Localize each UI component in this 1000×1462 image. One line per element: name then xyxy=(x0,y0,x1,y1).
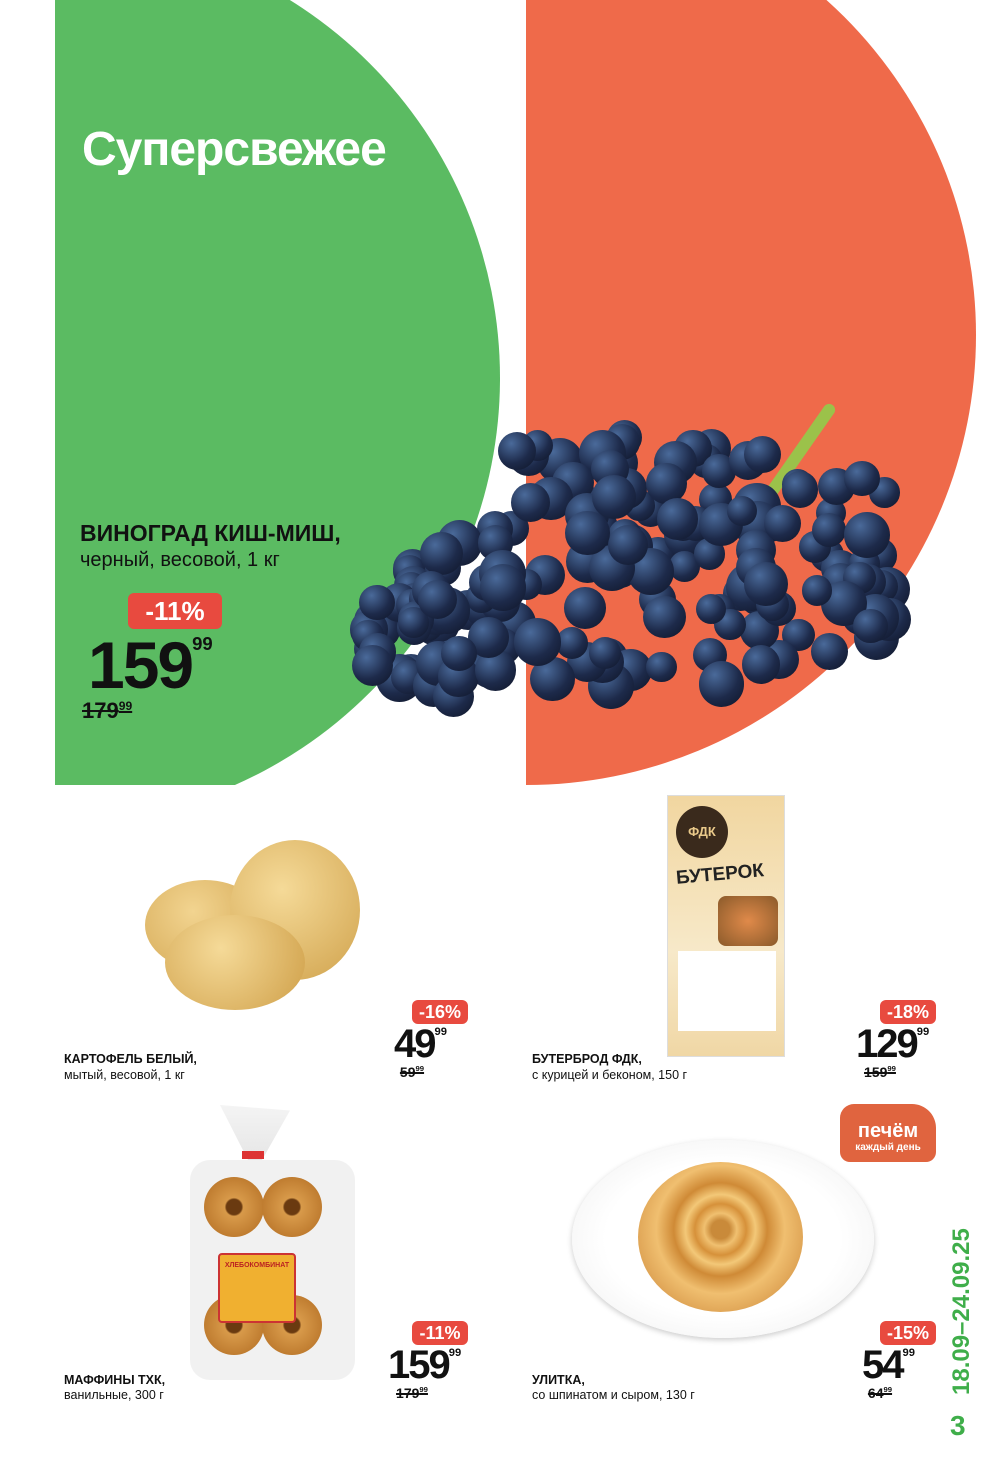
grape-berry xyxy=(853,609,888,644)
grape-berry xyxy=(801,575,832,606)
grape-berry xyxy=(417,580,457,620)
discount-badge: -11% xyxy=(412,1321,468,1345)
product-desc: со шпинатом и сыром, 130 г xyxy=(532,1388,695,1402)
old-price: 15999 xyxy=(864,1064,896,1080)
product-name: КАРТОФЕЛЬ БЕЛЫЙ, xyxy=(64,1052,197,1066)
price: 4999 xyxy=(394,1022,447,1066)
page-number: 3 xyxy=(950,1410,966,1441)
product-desc: мытый, весовой, 1 кг xyxy=(64,1068,185,1082)
discount-badge: -11% xyxy=(128,593,222,629)
grapes-image xyxy=(340,375,911,735)
product-desc: с курицей и беконом, 150 г xyxy=(532,1068,688,1082)
grape-berry xyxy=(510,483,551,523)
grape-berry xyxy=(696,594,727,625)
product-name: БУТЕРБРОД ФДК, xyxy=(532,1052,642,1066)
bake-daily-badge: печём каждый день xyxy=(840,1104,936,1162)
grape-berry xyxy=(419,531,463,576)
page-title: Суперсвежее xyxy=(82,123,387,176)
hero-product-desc: черный, весовой, 1 кг xyxy=(80,549,280,571)
discount-badge: -18% xyxy=(880,1000,936,1024)
price: 12999 xyxy=(856,1022,930,1066)
grape-berry xyxy=(643,595,686,639)
grape-berry xyxy=(441,635,477,672)
grape-berry xyxy=(589,636,622,669)
product-name: МАФФИНЫ ТХК, xyxy=(64,1373,166,1387)
grape-berry xyxy=(843,512,890,558)
grape-berry xyxy=(479,564,527,611)
grape-berry xyxy=(608,524,649,565)
old-price: 17999 xyxy=(396,1385,428,1401)
grape-berry xyxy=(764,505,802,543)
grape-berry xyxy=(743,435,781,473)
discount-badge: -16% xyxy=(412,1000,468,1024)
grape-berry xyxy=(811,512,847,548)
grape-berry xyxy=(646,651,677,682)
grape-berry xyxy=(556,627,588,659)
grape-berry xyxy=(726,495,758,527)
grape-berry xyxy=(351,644,394,687)
grape-berry xyxy=(781,471,818,508)
price: 15999 xyxy=(388,1343,462,1387)
grape-berry xyxy=(565,510,610,556)
hero-old-price: 17999 xyxy=(82,698,133,723)
grape-berry xyxy=(646,463,687,504)
old-price: 5999 xyxy=(399,1064,425,1080)
grape-berry xyxy=(359,584,395,621)
product-desc: ванильные, 300 г xyxy=(64,1388,164,1402)
product-name: УЛИТКА, xyxy=(532,1373,585,1387)
grape-berry xyxy=(591,474,636,519)
grape-berry xyxy=(656,498,699,540)
muffins-package-image: ХЛЕБОКОМБИНАТ xyxy=(190,1105,355,1380)
old-price: 6499 xyxy=(867,1385,893,1401)
grape-berry xyxy=(564,587,607,629)
grape-berry xyxy=(698,661,745,707)
hero-price: 15999 xyxy=(88,628,213,702)
pastry-plate-image xyxy=(572,1140,874,1338)
grape-berry xyxy=(497,432,536,471)
discount-badge: -15% xyxy=(880,1321,936,1345)
potato-image xyxy=(140,840,370,1010)
grape-berry xyxy=(811,633,849,671)
hero-product-name: ВИНОГРАД КИШ-МИШ, xyxy=(80,520,341,546)
grape-berry xyxy=(744,561,789,606)
sandwich-package-image: ФДК БУТЕРОК xyxy=(667,795,785,1057)
price: 5499 xyxy=(862,1343,915,1387)
grape-berry xyxy=(843,460,880,497)
grape-berry xyxy=(513,618,562,666)
grape-berry xyxy=(742,645,781,684)
validity-dates: 18.09–24.09.25 xyxy=(948,1228,975,1395)
